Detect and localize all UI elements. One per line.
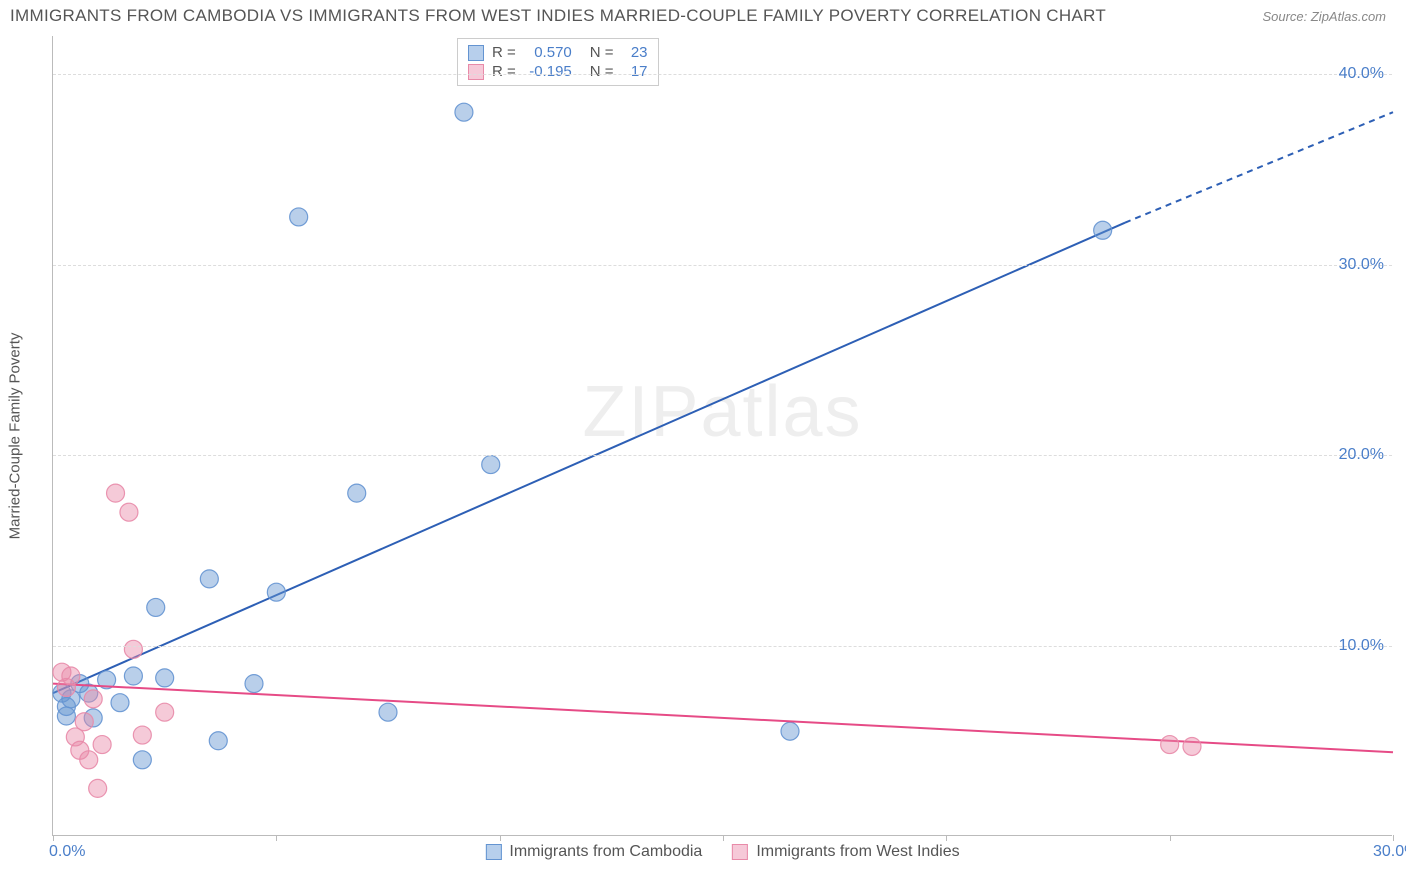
data-point [93, 736, 111, 754]
x-tick [723, 835, 724, 841]
data-point [482, 456, 500, 474]
legend-swatch [732, 844, 748, 860]
data-point [107, 484, 125, 502]
gridline [53, 646, 1392, 647]
data-point [124, 640, 142, 658]
source-attribution: Source: ZipAtlas.com [1262, 9, 1386, 24]
chart-plot-area: ZIPatlas Married-Couple Family Poverty R… [52, 36, 1392, 836]
data-point [62, 667, 80, 685]
data-point [379, 703, 397, 721]
data-point [1183, 737, 1201, 755]
data-point [147, 598, 165, 616]
bottom-legend: Immigrants from Cambodia Immigrants from … [485, 843, 959, 861]
data-point [111, 694, 129, 712]
y-tick-label: 20.0% [1339, 446, 1384, 464]
data-point [209, 732, 227, 750]
data-point [75, 713, 93, 731]
scatter-plot-svg [53, 36, 1392, 835]
data-point [348, 484, 366, 502]
x-tick-label: 30.0% [1373, 843, 1406, 861]
data-point [89, 779, 107, 797]
data-point [200, 570, 218, 588]
data-point [1094, 221, 1112, 239]
legend-item: Immigrants from West Indies [732, 843, 959, 861]
regression-line-extrapolated [1125, 112, 1393, 222]
data-point [156, 669, 174, 687]
y-tick-label: 40.0% [1339, 65, 1384, 83]
x-tick-label: 0.0% [49, 843, 85, 861]
gridline [53, 74, 1392, 75]
legend-label: Immigrants from Cambodia [509, 843, 702, 861]
data-point [133, 726, 151, 744]
x-tick [1170, 835, 1171, 841]
y-tick-label: 30.0% [1339, 256, 1384, 274]
data-point [781, 722, 799, 740]
x-tick [946, 835, 947, 841]
chart-title: IMMIGRANTS FROM CAMBODIA VS IMMIGRANTS F… [10, 6, 1106, 26]
data-point [455, 103, 473, 121]
legend-item: Immigrants from Cambodia [485, 843, 702, 861]
data-point [1161, 736, 1179, 754]
data-point [84, 690, 102, 708]
regression-line [53, 223, 1125, 693]
data-point [245, 675, 263, 693]
y-axis-label: Married-Couple Family Poverty [7, 332, 24, 539]
gridline [53, 265, 1392, 266]
x-tick [500, 835, 501, 841]
data-point [156, 703, 174, 721]
data-point [133, 751, 151, 769]
data-point [80, 751, 98, 769]
x-tick [276, 835, 277, 841]
y-tick-label: 10.0% [1339, 637, 1384, 655]
legend-label: Immigrants from West Indies [756, 843, 959, 861]
data-point [120, 503, 138, 521]
legend-swatch [485, 844, 501, 860]
x-tick [53, 835, 54, 841]
x-tick [1393, 835, 1394, 841]
gridline [53, 455, 1392, 456]
data-point [267, 583, 285, 601]
data-point [124, 667, 142, 685]
data-point [290, 208, 308, 226]
